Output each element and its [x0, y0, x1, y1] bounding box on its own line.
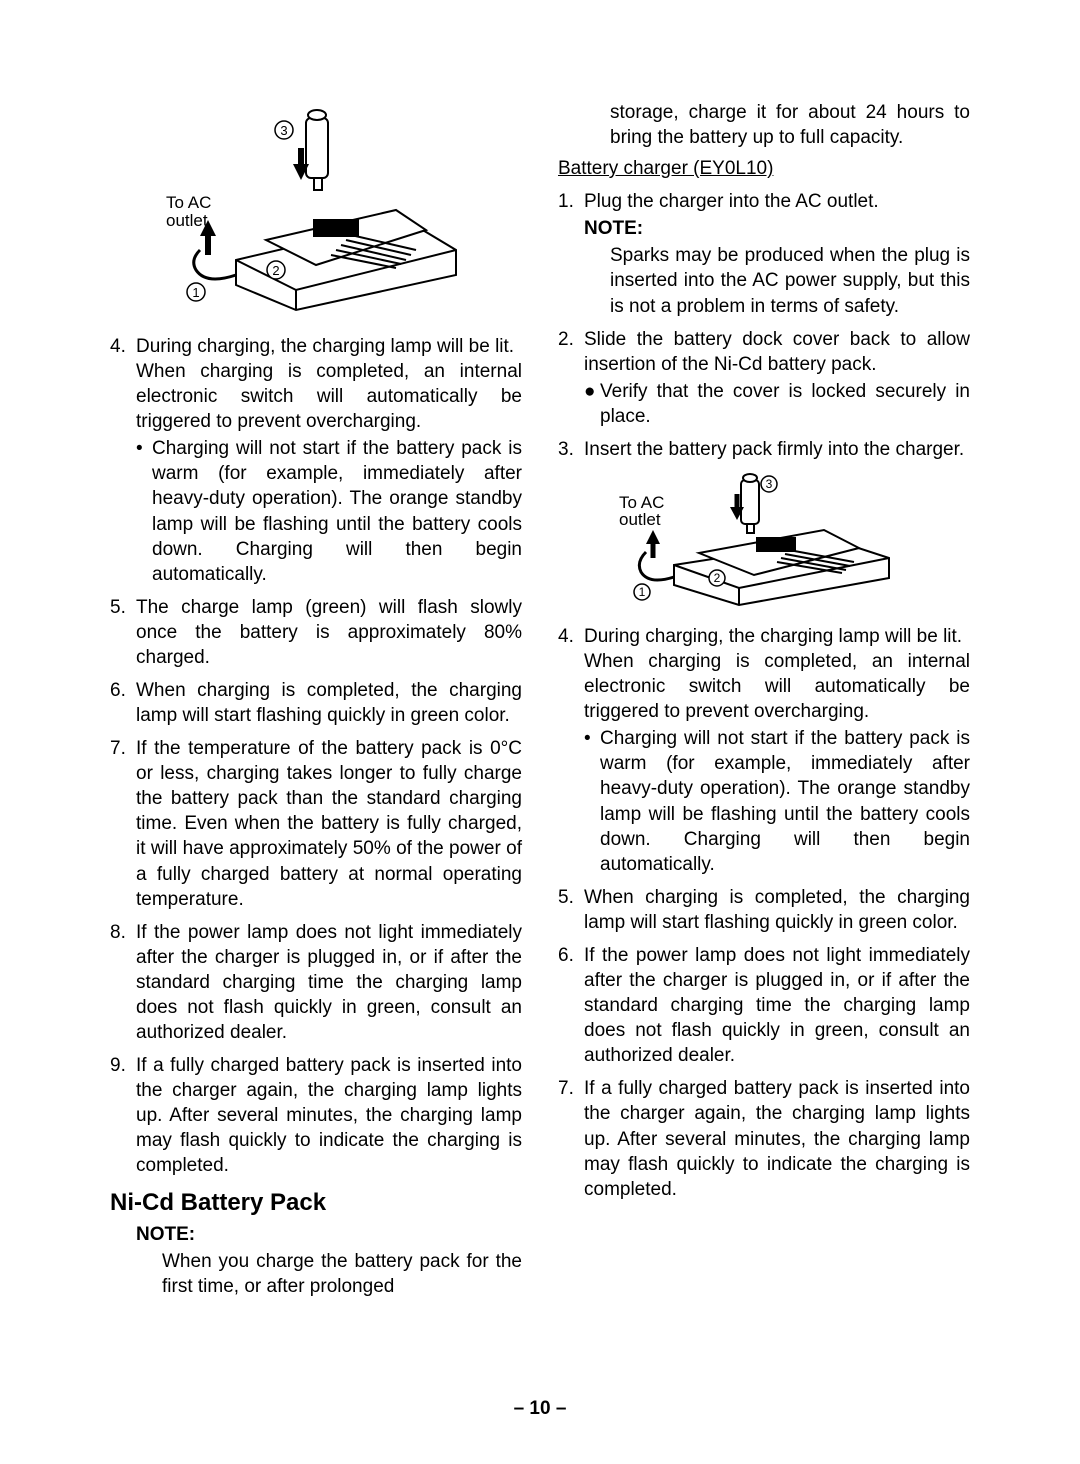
svg-text:1: 1	[192, 285, 199, 300]
svg-text:2: 2	[272, 263, 279, 278]
svg-text:3: 3	[280, 123, 287, 138]
list-item: 2. Slide the battery dock cover back to …	[558, 327, 970, 429]
charger-diagram-left: 1 2 3 To AC outlet	[166, 100, 466, 320]
list-item: 4. During charging, the charging lamp wi…	[558, 624, 970, 877]
left-list: 4. During charging, the charging lamp wi…	[110, 334, 522, 1179]
right-list-a: 1. Plug the charger into the AC outlet. …	[558, 189, 970, 462]
list-item: 4. During charging, the charging lamp wi…	[110, 334, 522, 587]
list-item: 6. If the power lamp does not light imme…	[558, 943, 970, 1068]
page-number: – 10 –	[0, 1398, 1080, 1420]
right-column: storage, charge it for about 24 hours to…	[558, 100, 970, 1360]
charger-title: Battery charger (EY0L10)	[558, 156, 970, 181]
list-item: 8. If the power lamp does not light imme…	[110, 920, 522, 1045]
note-body-carry: storage, charge it for about 24 hours to…	[610, 100, 970, 150]
list-item: 1. Plug the charger into the AC outlet. …	[558, 189, 970, 318]
section-title: Ni-Cd Battery Pack	[110, 1187, 522, 1219]
svg-text:3: 3	[766, 477, 773, 491]
list-item: 6. When charging is completed, the charg…	[110, 678, 522, 728]
note-body: When you charge the battery pack for the…	[162, 1249, 522, 1299]
left-column: 1 2 3 To AC outlet 4.	[110, 100, 522, 1360]
svg-text:1: 1	[639, 585, 646, 599]
svg-text:outlet: outlet	[619, 510, 661, 529]
list-item: 3. Insert the battery pack firmly into t…	[558, 437, 970, 462]
svg-text:2: 2	[714, 571, 721, 585]
note-label: NOTE:	[136, 1222, 522, 1247]
charger-diagram-right: 1 2 3 To AC outlet	[619, 470, 909, 610]
list-item: 5. When charging is completed, the charg…	[558, 885, 970, 935]
list-item: 7. If a fully charged battery pack is in…	[558, 1076, 970, 1201]
list-item: 5. The charge lamp (green) will flash sl…	[110, 595, 522, 670]
fig-label: To AC	[166, 193, 211, 212]
list-item: 9. If a fully charged battery pack is in…	[110, 1053, 522, 1178]
fig-label: outlet	[166, 211, 208, 230]
right-list-b: 4. During charging, the charging lamp wi…	[558, 624, 970, 1202]
list-item: 7. If the temperature of the battery pac…	[110, 736, 522, 912]
